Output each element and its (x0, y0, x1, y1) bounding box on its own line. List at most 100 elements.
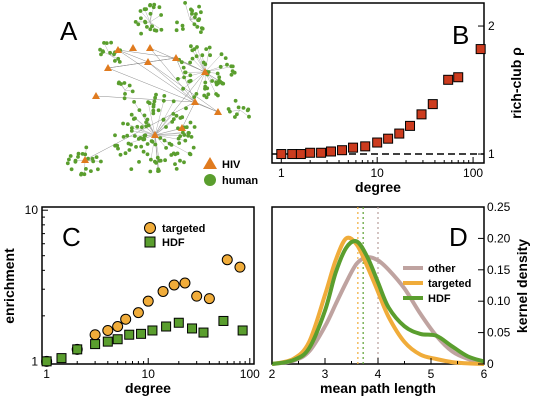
human-node (191, 145, 196, 150)
human-node (108, 50, 112, 55)
human-node (143, 20, 148, 25)
network-edge (154, 71, 206, 136)
targeted-point (112, 320, 124, 332)
targeted-point (132, 307, 144, 319)
human-node (133, 20, 138, 24)
human-node (123, 151, 128, 156)
human-node (139, 16, 143, 21)
path-length-y-axis-label: kernel density (514, 239, 530, 333)
hdf-point (112, 334, 123, 345)
human-node (150, 24, 155, 29)
human-node (217, 75, 222, 80)
enrichment-plot: 1 10 100 1 10 (25, 203, 260, 381)
human-node (73, 158, 78, 163)
human-node (159, 13, 164, 17)
human-node (144, 124, 149, 129)
human-node (127, 148, 132, 152)
network-edge (196, 71, 206, 94)
hdf-point (187, 323, 198, 334)
human-node (204, 47, 209, 51)
human-node (184, 106, 188, 111)
hdf-legend-label: HDF (162, 237, 185, 249)
human-node (134, 145, 138, 149)
hiv-node (146, 44, 154, 51)
x-tick-label: 5 (428, 367, 435, 381)
network-edge (194, 48, 206, 73)
network-edge (204, 54, 222, 73)
human-node (153, 159, 157, 164)
human-node (174, 113, 179, 118)
x-tick-label: 10 (371, 166, 385, 180)
human-node (82, 172, 87, 177)
human-node (135, 124, 140, 129)
network-edge (192, 58, 206, 73)
hdf-point (56, 353, 67, 364)
human-node (203, 86, 207, 91)
network-edge (154, 100, 165, 136)
human-node (142, 7, 147, 12)
human-node (142, 113, 147, 118)
human-node (206, 92, 211, 97)
human-node (214, 92, 219, 96)
data-point (383, 133, 394, 144)
human-node (133, 116, 137, 121)
human-node (118, 152, 123, 157)
human-node (195, 45, 199, 49)
targeted-point (203, 293, 215, 305)
human-node (145, 117, 150, 122)
human-node (130, 89, 135, 94)
network-edge (117, 49, 177, 59)
network-edge (149, 47, 196, 103)
human-node (147, 101, 152, 106)
enrichment-panel: 1 10 100 1 10 C targeted HDF degree enrichme… (1, 203, 260, 396)
x-tick-label: 2 (269, 367, 276, 381)
network-edge (117, 49, 196, 103)
targeted-point (191, 290, 203, 302)
data-point (348, 142, 359, 153)
hiv-node (129, 44, 137, 51)
x-tick-label: 10 (142, 367, 156, 381)
hiv-node (81, 156, 89, 163)
hdf-point (136, 328, 147, 339)
human-node (174, 28, 179, 33)
human-node (84, 145, 89, 150)
x-tick-label: 1 (278, 166, 285, 180)
human-node (99, 52, 103, 57)
human-node (86, 156, 90, 161)
path-length-plot: 2 3 4 5 60 0.05 0.10 0.15 0.20 0.25 (269, 200, 511, 381)
network-edge (149, 14, 162, 23)
human-node (232, 70, 237, 75)
human-node (196, 18, 201, 23)
human-node (113, 133, 117, 138)
human-node (229, 72, 234, 77)
data-point (427, 99, 438, 110)
network-edge (192, 50, 206, 73)
hdf-point (218, 315, 229, 326)
data-point (475, 44, 486, 55)
human-node (76, 155, 80, 159)
human-node (117, 60, 122, 64)
human-node (164, 125, 168, 129)
human-node (175, 20, 179, 25)
human-node (159, 27, 164, 32)
human-node (200, 26, 205, 31)
hdf-point (237, 325, 248, 336)
human-node (139, 144, 144, 149)
targeted-point (221, 254, 233, 266)
human-node (91, 159, 96, 164)
human-node (151, 5, 156, 10)
hiv-node (144, 58, 152, 65)
human-node (199, 10, 203, 15)
human-node (133, 134, 137, 138)
hdf-legend-marker (144, 236, 156, 248)
data-point (360, 141, 371, 152)
human-node (226, 107, 231, 111)
human-node (148, 27, 153, 32)
path-length-x-axis-label: mean path length (320, 380, 436, 396)
human-node (145, 152, 150, 157)
human-node (138, 9, 143, 13)
human-node (171, 112, 176, 116)
hdf-point (41, 356, 52, 367)
data-point (287, 149, 298, 160)
human-node (204, 95, 209, 100)
